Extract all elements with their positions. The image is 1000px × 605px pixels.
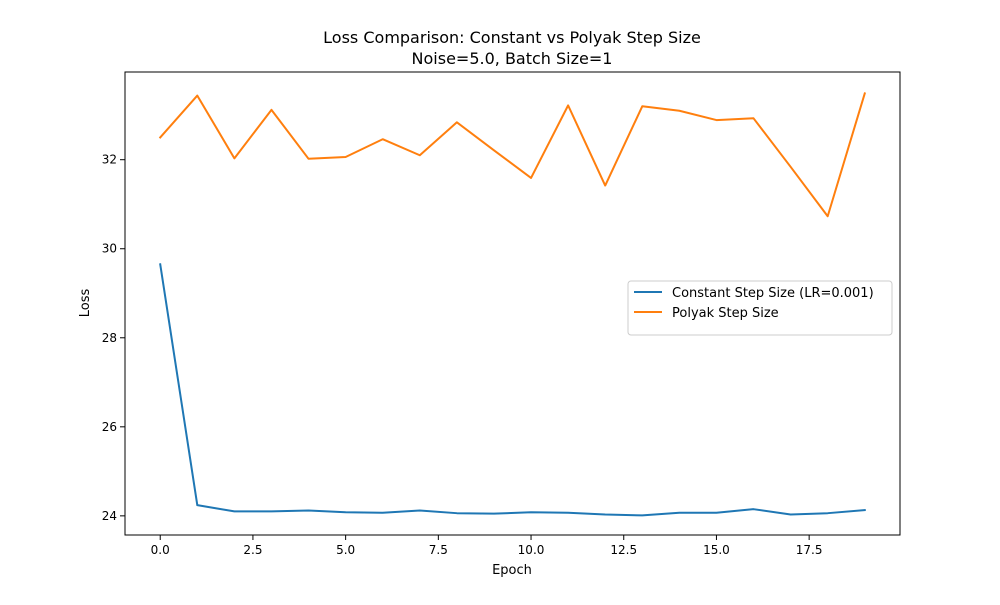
- y-tick-label: 28: [102, 331, 117, 345]
- x-tick-label: 10.0: [518, 543, 545, 557]
- legend-label-1: Constant Step Size (LR=0.001): [672, 286, 874, 301]
- chart-title-line2: Noise=5.0, Batch Size=1: [412, 49, 613, 68]
- legend: Constant Step Size (LR=0.001) Polyak Step…: [627, 280, 893, 336]
- x-tick-label: 12.5: [610, 543, 637, 557]
- series-line-1: [159, 263, 866, 517]
- chart-title-line1: Loss Comparison: Constant vs Polyak Step…: [323, 28, 701, 47]
- legend-label-2: Polyak Step Size: [672, 306, 779, 321]
- x-tick-label: 15.0: [703, 543, 730, 557]
- x-tick-label: 7.5: [429, 543, 448, 557]
- plot-area: [124, 71, 901, 536]
- x-tick-label: 5.0: [336, 543, 355, 557]
- y-tick-label: 32: [102, 153, 117, 167]
- x-tick-label: 17.5: [796, 543, 823, 557]
- y-axis: 24 26 28 30 32: [102, 153, 125, 523]
- legend-box: [627, 280, 893, 336]
- x-tick-label: 0.0: [151, 543, 170, 557]
- x-axis-label: Epoch: [492, 563, 532, 578]
- x-axis: 0.0 2.5 5.0 7.5 10.0 12.5 15.0 17.5: [151, 535, 823, 557]
- y-tick-label: 24: [102, 509, 117, 523]
- x-tick-label: 2.5: [243, 543, 262, 557]
- y-tick-label: 26: [102, 420, 117, 434]
- y-axis-label: Loss: [78, 289, 93, 318]
- axes-frame: [124, 71, 901, 536]
- series-line-2: [158, 92, 867, 218]
- y-tick-label: 30: [102, 242, 117, 256]
